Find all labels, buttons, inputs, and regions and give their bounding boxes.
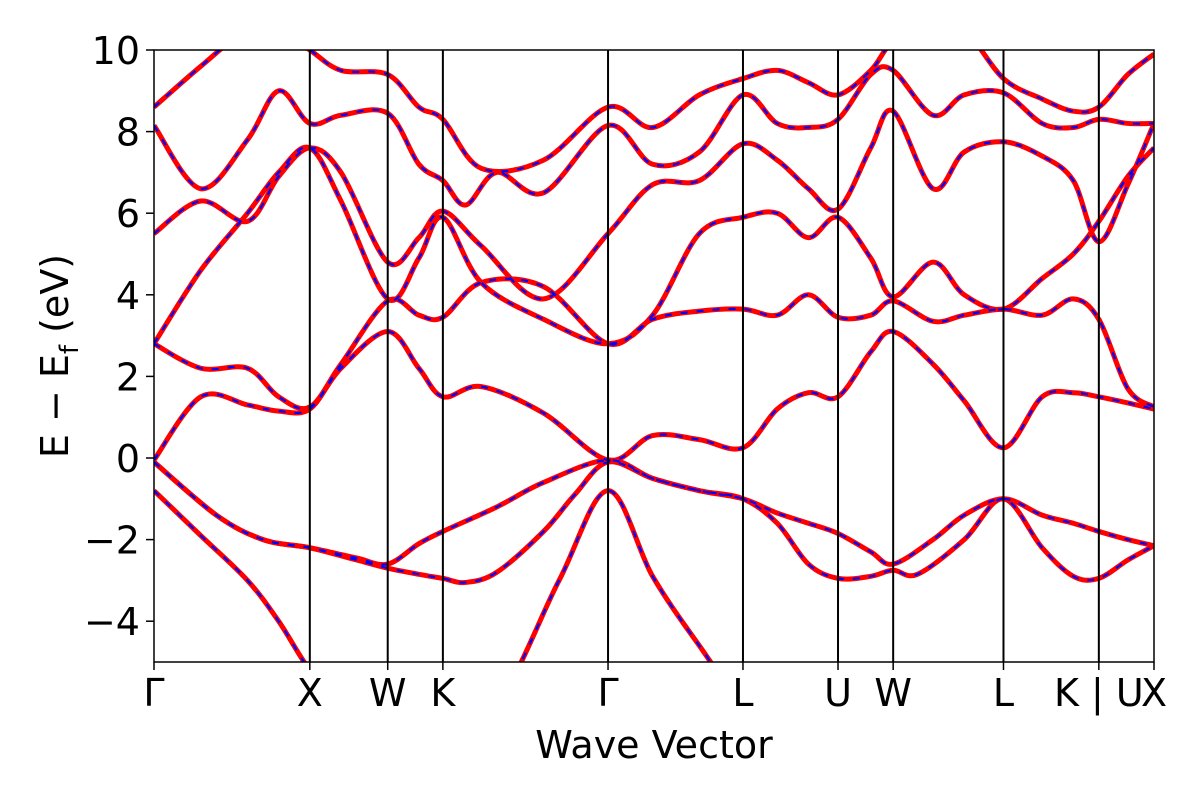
bands-layer bbox=[154, 50, 1154, 662]
x-tick-label: K | U bbox=[1054, 671, 1144, 716]
band-line-dashed-7 bbox=[154, 109, 1154, 300]
x-tick-label: W bbox=[369, 671, 407, 715]
x-tick-label: X bbox=[1141, 671, 1167, 715]
y-label-unit: (eV) bbox=[33, 254, 77, 345]
band-line-dashed-3 bbox=[154, 458, 1154, 566]
y-label-sub: f bbox=[55, 344, 85, 354]
x-tick-label: Γ bbox=[143, 671, 164, 715]
y-tick-label: 10 bbox=[92, 29, 140, 73]
high-symmetry-lines bbox=[308, 50, 1100, 662]
x-axis-label: Wave Vector bbox=[535, 723, 773, 767]
band-line-dashed-8 bbox=[154, 65, 1154, 207]
y-axis-label: E − Ef (eV) bbox=[33, 254, 85, 458]
x-tick-label: Γ bbox=[597, 671, 618, 715]
plot-frame bbox=[153, 49, 1155, 663]
x-tick-label: L bbox=[732, 671, 753, 715]
band-line-dashed-2 bbox=[154, 460, 1154, 584]
band-line-1 bbox=[154, 488, 714, 662]
y-axis: −4 −2 0 2 4 6 8 10 bbox=[84, 29, 154, 644]
y-tick-label: 2 bbox=[116, 355, 140, 399]
x-tick-label: L bbox=[993, 671, 1014, 715]
band-line-dashed-4 bbox=[154, 330, 1154, 462]
band-line-dashed-9 bbox=[154, 50, 1154, 173]
y-tick-label: 8 bbox=[116, 111, 140, 155]
band-line-dashed-5 bbox=[154, 277, 1154, 410]
y-tick-label: 0 bbox=[116, 437, 140, 481]
y-tick-label: 4 bbox=[116, 274, 140, 318]
y-tick-label: 6 bbox=[116, 192, 140, 236]
x-tick-label: K bbox=[430, 671, 456, 715]
x-tick-label: W bbox=[874, 671, 912, 715]
y-tick-label: −4 bbox=[84, 600, 140, 644]
x-tick-label: U bbox=[824, 671, 852, 715]
y-label-main: E − E bbox=[33, 354, 77, 458]
y-tick-label: −2 bbox=[84, 519, 140, 563]
band-line-6 bbox=[154, 144, 1154, 347]
x-tick-label: X bbox=[297, 671, 323, 715]
